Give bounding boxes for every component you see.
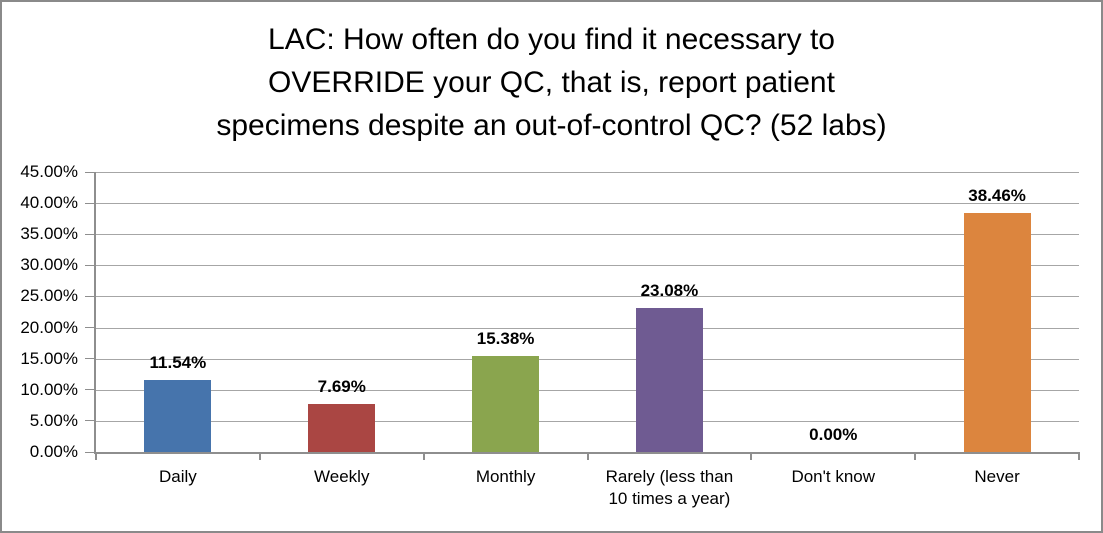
x-axis-tick	[258, 452, 261, 460]
chart-title: LAC: How often do you find it necessary …	[42, 18, 1061, 147]
bar-4	[635, 308, 703, 452]
category-label: Weekly	[314, 467, 370, 486]
chart-title-line-1: LAC: How often do you find it necessary …	[268, 23, 835, 56]
bar-value-label: 38.46%	[968, 185, 1026, 205]
chart-title-line-3: specimens despite an out-of-control QC? …	[216, 109, 887, 142]
y-axis-tick-label: 5.00%	[29, 410, 78, 430]
category-label: Daily	[159, 467, 197, 486]
y-axis-tick-label: 35.00%	[20, 224, 78, 244]
x-axis-tick	[750, 452, 753, 460]
y-axis-tick	[85, 171, 94, 173]
bar-2	[308, 404, 376, 452]
gridline	[96, 327, 1079, 329]
bar-value-label: 23.08%	[640, 281, 699, 301]
gridline	[96, 296, 1079, 298]
y-axis-tick-label: 15.00%	[20, 348, 78, 368]
x-axis-tick	[586, 452, 589, 460]
y-axis-tick-label: 0.00%	[29, 442, 78, 461]
y-axis-tick-label: 40.00%	[20, 193, 78, 213]
y-axis-tick-label: 30.00%	[20, 255, 78, 275]
y-axis-tick	[85, 327, 94, 329]
y-axis-tick-label: 10.00%	[20, 379, 78, 399]
y-axis-tick	[85, 202, 94, 204]
y-axis-tick	[85, 358, 94, 360]
gridline	[96, 358, 1079, 360]
y-axis-tick	[85, 295, 94, 297]
y-axis-tick	[85, 264, 94, 266]
bar-value-label: 7.69%	[317, 377, 366, 397]
x-axis-tick	[914, 452, 917, 460]
y-axis-tick	[85, 233, 94, 235]
bar-3	[472, 356, 540, 452]
y-axis-tick-label: 45.00%	[20, 162, 78, 181]
category-label: Never	[974, 467, 1020, 486]
bar-value-label: 15.38%	[476, 329, 535, 349]
y-axis-tick	[85, 451, 94, 453]
gridline	[96, 203, 1079, 205]
x-axis-tick	[95, 452, 97, 460]
gridline	[96, 234, 1079, 236]
bar-value-label: 0.00%	[809, 425, 858, 444]
bar-1	[144, 380, 212, 452]
x-axis-tick	[1078, 452, 1080, 460]
gridline	[96, 420, 1079, 422]
plot-area: 45.00% 40.00% 35.00% 30.00% 25.00% 20.00% 15.0…	[20, 162, 1080, 508]
gridline	[96, 389, 1079, 391]
category-label: Monthly	[475, 467, 536, 486]
y-axis-tick-label: 25.00%	[20, 286, 78, 306]
gridline	[96, 172, 1079, 173]
y-axis-tick	[85, 420, 94, 422]
chart-title-line-2: OVERRIDE your QC, that is, report patien…	[268, 66, 835, 99]
y-axis-tick	[85, 389, 94, 391]
y-axis-tick-label: 20.00%	[20, 317, 78, 337]
bar-6	[963, 212, 1031, 452]
gridline	[96, 265, 1079, 267]
category-label: Rarely (less than 10 times a year)	[605, 467, 734, 508]
bar-value-label: 11.54%	[149, 353, 207, 373]
category-label: Don't know	[791, 467, 876, 486]
x-axis-tick	[422, 452, 425, 460]
